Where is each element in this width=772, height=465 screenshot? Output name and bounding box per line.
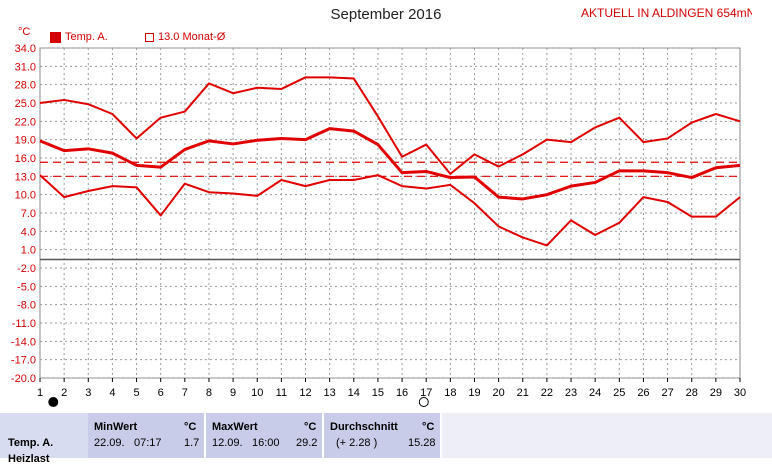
y-tick-label: -8.0 xyxy=(17,300,36,312)
stats-max-date: 12.09. xyxy=(212,437,243,449)
stats-avg-unit: °C xyxy=(422,421,435,433)
legend-temp-label: Temp. A. xyxy=(65,31,108,43)
y-tick-label: -5.0 xyxy=(17,281,36,293)
x-tick-label: 6 xyxy=(158,387,164,399)
y-tick-label: 25.0 xyxy=(15,98,36,110)
stats-avg-value: 15.28 xyxy=(408,437,436,449)
stats-min-unit: °C xyxy=(184,421,197,433)
y-tick-label: 10.0 xyxy=(15,190,36,202)
x-tick-label: 27 xyxy=(661,387,673,399)
stats-min-date: 22.09. xyxy=(94,437,125,449)
legend-filled-square-icon xyxy=(50,31,61,43)
x-tick-label: 5 xyxy=(133,387,139,399)
stats-max-unit: °C xyxy=(304,421,317,433)
y-tick-label: -20.0 xyxy=(11,373,36,385)
x-tick-label: 7 xyxy=(182,387,188,399)
new-moon-icon xyxy=(48,397,59,407)
x-tick-label: 3 xyxy=(85,387,91,399)
stats-min-time: 07:17 xyxy=(134,437,162,449)
full-moon-icon xyxy=(418,397,429,407)
x-tick-label: 10 xyxy=(251,387,263,399)
x-tick-label: 17 xyxy=(420,387,432,399)
right-side-panel xyxy=(752,0,772,413)
stats-min-header: MinWert xyxy=(94,421,138,433)
x-tick-label: 13 xyxy=(324,387,336,399)
stats-row-label-2: Heizlast xyxy=(8,453,50,465)
x-tick-label: 8 xyxy=(206,387,212,399)
x-tick-label: 25 xyxy=(613,387,625,399)
x-tick-label: 19 xyxy=(468,387,480,399)
stats-row-label-cell: Temp. A. Heizlast xyxy=(0,413,90,465)
y-tick-label: -2.0 xyxy=(17,263,36,275)
y-tick-label: -14.0 xyxy=(11,336,36,348)
stats-avg-delta: (+ 2.28 ) xyxy=(336,437,378,449)
stats-min-value: 1.7 xyxy=(184,437,200,449)
stats-max-value: 29.2 xyxy=(296,437,318,449)
x-tick-label: 12 xyxy=(299,387,311,399)
series-line-max xyxy=(39,76,741,175)
stats-max-cell: MaxWert °C 12.09. 16:00 29.2 xyxy=(206,413,324,458)
stats-row-label: Temp. A. xyxy=(8,437,54,449)
y-tick-label: 7.0 xyxy=(21,208,36,220)
x-tick-label: 9 xyxy=(230,387,236,399)
y-tick-label: 4.0 xyxy=(21,226,36,238)
y-tick-label: 1.0 xyxy=(21,245,36,257)
chart-title: September 2016 xyxy=(330,6,442,23)
legend-temp[interactable]: Temp. A. xyxy=(50,31,108,43)
y-tick-label: -11.0 xyxy=(12,318,36,330)
x-tick-label: 26 xyxy=(637,387,649,399)
series-line-avg xyxy=(39,127,741,201)
x-tick-label: 1 xyxy=(37,387,43,399)
x-tick-label: 23 xyxy=(565,387,577,399)
x-tick-label: 15 xyxy=(372,387,384,399)
x-tick-label: 29 xyxy=(710,387,722,399)
x-tick-label: 11 xyxy=(276,387,287,399)
x-tick-label: 20 xyxy=(492,387,504,399)
y-tick-label: 22.0 xyxy=(15,116,36,128)
current-location-label: AKTUELL IN ALDINGEN 654mNN xyxy=(581,6,764,20)
y-tick-label: 28.0 xyxy=(15,80,36,92)
x-tick-label: 14 xyxy=(348,387,360,399)
y-tick-label: 34.0 xyxy=(15,43,36,55)
x-tick-label: 30 xyxy=(734,387,746,399)
stats-max-time: 16:00 xyxy=(252,437,280,449)
legend-month-avg[interactable]: 13.0 Monat-Ø xyxy=(145,31,225,43)
stats-avg-cell: Durchschnitt °C (+ 2.28 ) 15.28 xyxy=(324,413,442,458)
y-tick-label: 16.0 xyxy=(15,153,36,165)
y-tick-label: 19.0 xyxy=(15,135,36,147)
x-tick-label: 4 xyxy=(109,387,115,399)
x-tick-label: 2 xyxy=(61,387,67,399)
x-tick-label: 28 xyxy=(686,387,698,399)
y-tick-label: 31.0 xyxy=(15,61,36,73)
y-axis-unit: °C xyxy=(18,26,31,38)
x-tick-label: 21 xyxy=(517,387,529,399)
x-tick-label: 18 xyxy=(444,387,456,399)
legend-empty-square-icon xyxy=(145,32,154,42)
stats-max-header: MaxWert xyxy=(212,421,258,433)
x-tick-label: 24 xyxy=(589,387,601,399)
stats-avg-header: Durchschnitt xyxy=(330,421,398,433)
x-tick-label: 16 xyxy=(396,387,408,399)
series-line-min xyxy=(39,174,741,247)
y-tick-label: 13.0 xyxy=(15,171,36,183)
x-tick-label: 22 xyxy=(541,387,553,399)
stats-min-cell: MinWert °C 22.09. 07:17 1.7 xyxy=(88,413,206,458)
y-tick-label: -17.0 xyxy=(11,355,36,367)
legend-month-avg-label: 13.0 Monat-Ø xyxy=(158,31,226,43)
stats-panel: Temp. A. Heizlast MinWert °C 22.09. 07:1… xyxy=(0,413,772,465)
temperature-chart: 34.031.028.025.022.019.016.013.010.07.04… xyxy=(11,43,772,407)
